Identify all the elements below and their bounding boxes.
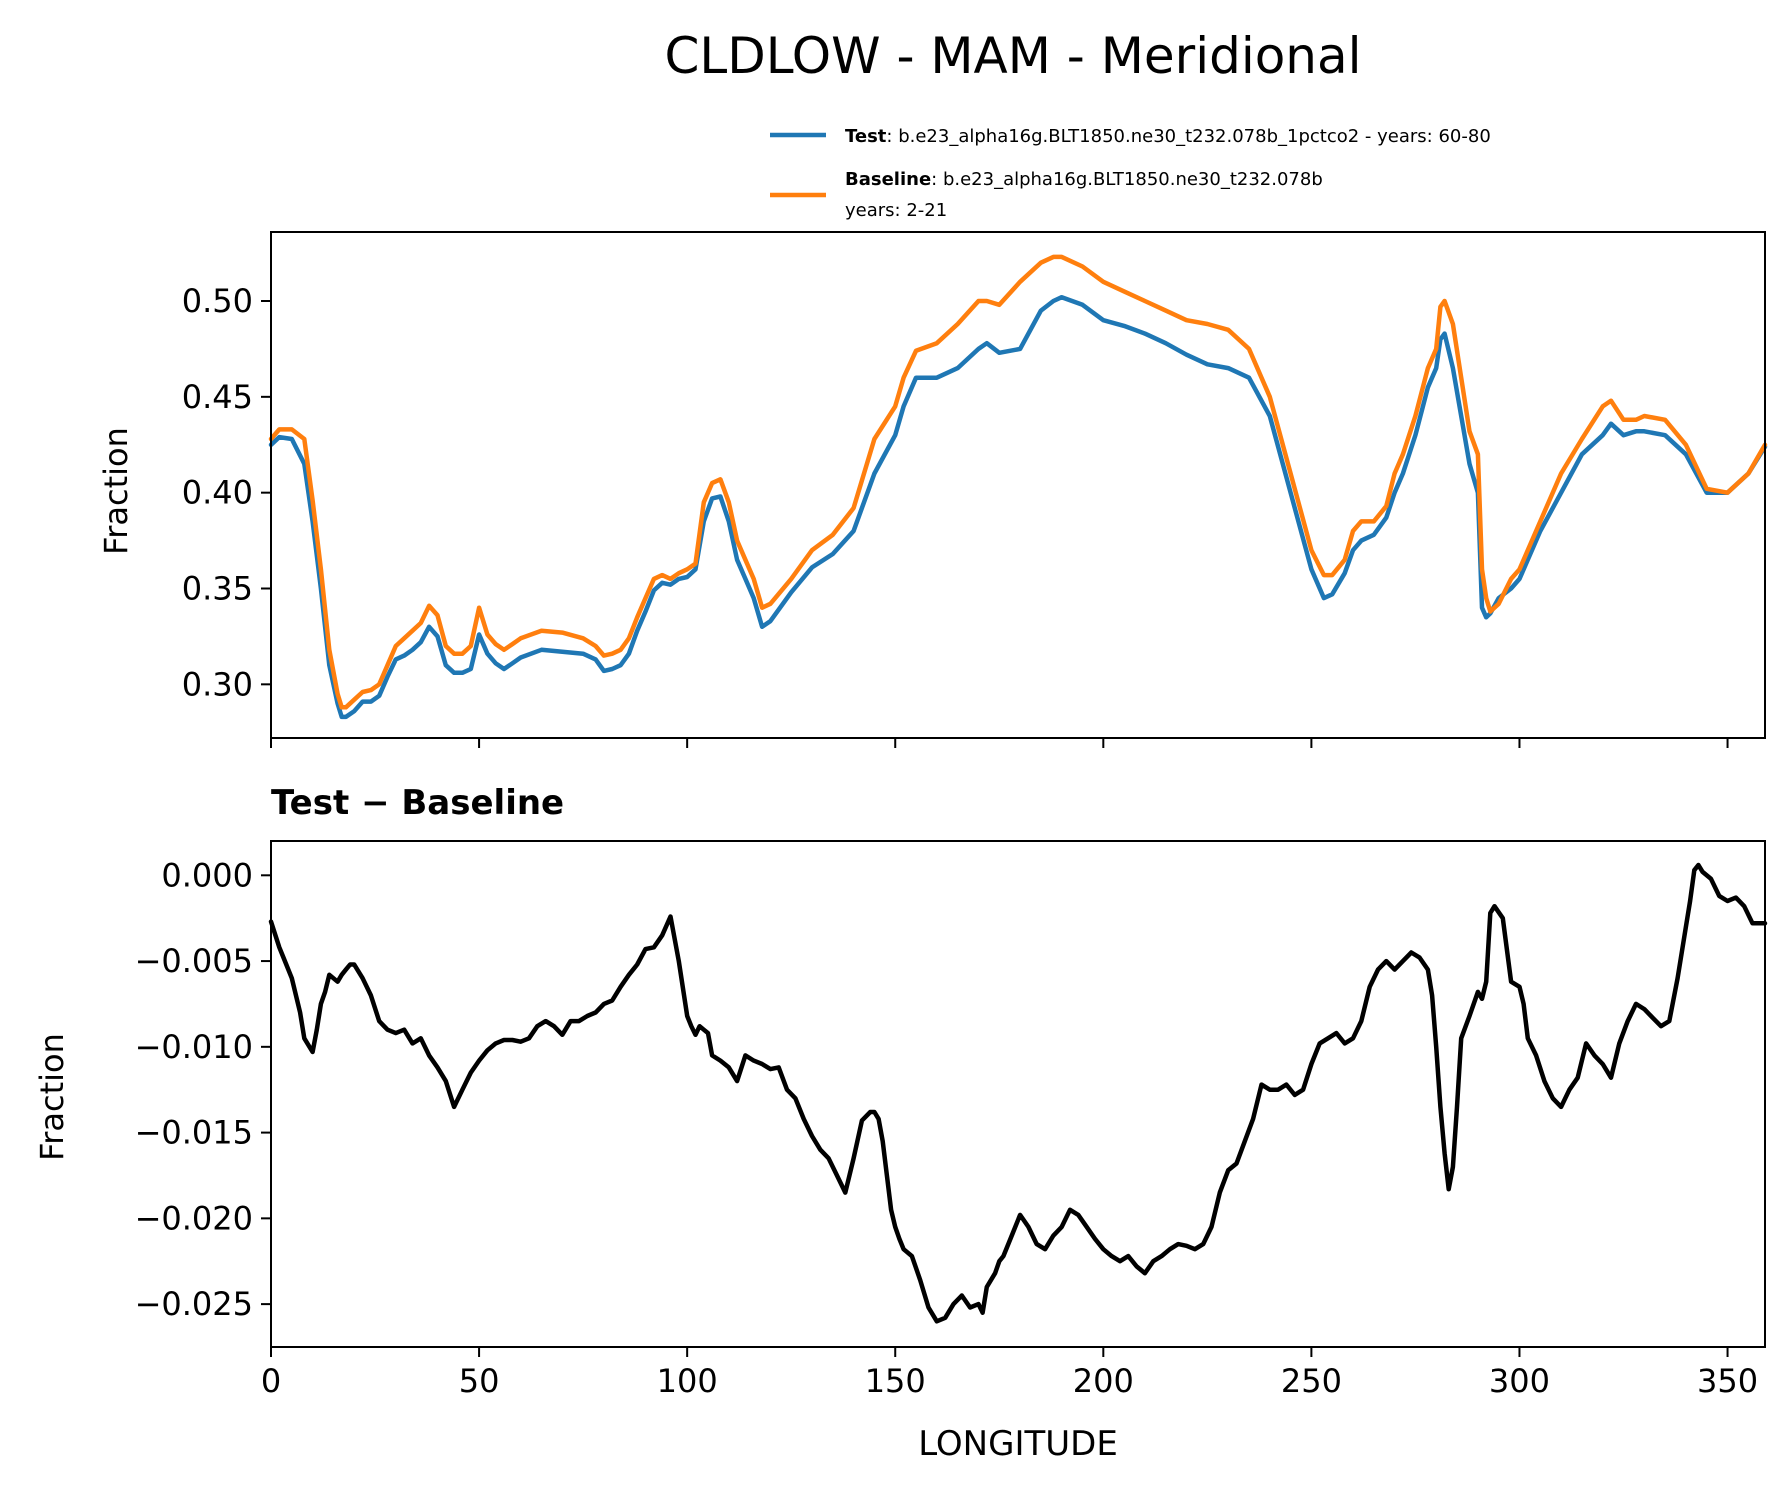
bottom-xticks: 0 50 100 150 200 250 300 350 [261, 1347, 1758, 1400]
top-ylabel: Fraction [97, 427, 135, 555]
legend: Test: b.e23_alpha16g.BLT1850.ne30_t232.0… [770, 126, 1491, 221]
x-tick-label: 250 [1281, 1362, 1342, 1400]
y-tick-label: 0.000 [161, 856, 253, 894]
figure-title: CLDLOW - MAM - Meridional [664, 27, 1361, 85]
top-xticks [270, 738, 1729, 748]
x-tick-label: 300 [1489, 1362, 1550, 1400]
legend-baseline-label: Baseline: b.e23_alpha16g.BLT1850.ne30_t2… [845, 169, 1323, 190]
y-tick-label: −0.010 [135, 1028, 253, 1066]
top-panel: 0.30 0.35 0.40 0.45 0.50 Fraction [97, 231, 1768, 748]
bottom-panel: Test − Baseline 0 50 100 150 200 250 300 350 0.… [33, 783, 1768, 1464]
legend-baseline-years: years: 2-21 [845, 200, 947, 221]
x-tick-label: 200 [1073, 1362, 1134, 1400]
y-tick-label: −0.005 [135, 942, 253, 980]
x-tick-label: 50 [459, 1362, 500, 1400]
series-line-test [268, 294, 1768, 720]
y-tick-label: −0.015 [135, 1114, 253, 1152]
top-yticks: 0.30 0.35 0.40 0.45 0.50 [182, 282, 271, 703]
x-tick-label: 0 [261, 1362, 281, 1400]
y-tick-label: 0.40 [182, 474, 253, 512]
legend-baseline-text: : b.e23_alpha16g.BLT1850.ne30_t232.078b [931, 169, 1323, 190]
series-line-test-baseline [268, 862, 1768, 1324]
x-tick-label: 100 [657, 1362, 718, 1400]
series-line-baseline [268, 254, 1768, 710]
legend-test-name: Test [845, 126, 887, 147]
y-tick-label: 0.35 [182, 570, 253, 608]
bottom-title: Test − Baseline [271, 783, 564, 823]
bottom-xlabel: LONGITUDE [918, 1424, 1118, 1464]
legend-test-label: Test: b.e23_alpha16g.BLT1850.ne30_t232.0… [845, 126, 1491, 147]
y-tick-label: 0.50 [182, 282, 253, 320]
y-tick-label: −0.025 [135, 1285, 253, 1323]
top-series-group [268, 254, 1768, 720]
legend-test-text: : b.e23_alpha16g.BLT1850.ne30_t232.078b_… [886, 126, 1490, 147]
bottom-yticks: 0.000 −0.005 −0.010 −0.015 −0.020 −0.025 [135, 856, 271, 1323]
y-tick-label: −0.020 [135, 1199, 253, 1237]
bottom-series-group [268, 862, 1768, 1324]
y-tick-label: 0.45 [182, 378, 253, 416]
bottom-axes-frame [270, 840, 1766, 1348]
x-tick-label: 150 [865, 1362, 926, 1400]
y-tick-label: 0.30 [182, 665, 253, 703]
bottom-ylabel: Fraction [33, 1033, 71, 1161]
x-tick-label: 350 [1697, 1362, 1758, 1400]
legend-baseline-name: Baseline [845, 169, 931, 190]
top-axes-frame [270, 231, 1766, 739]
